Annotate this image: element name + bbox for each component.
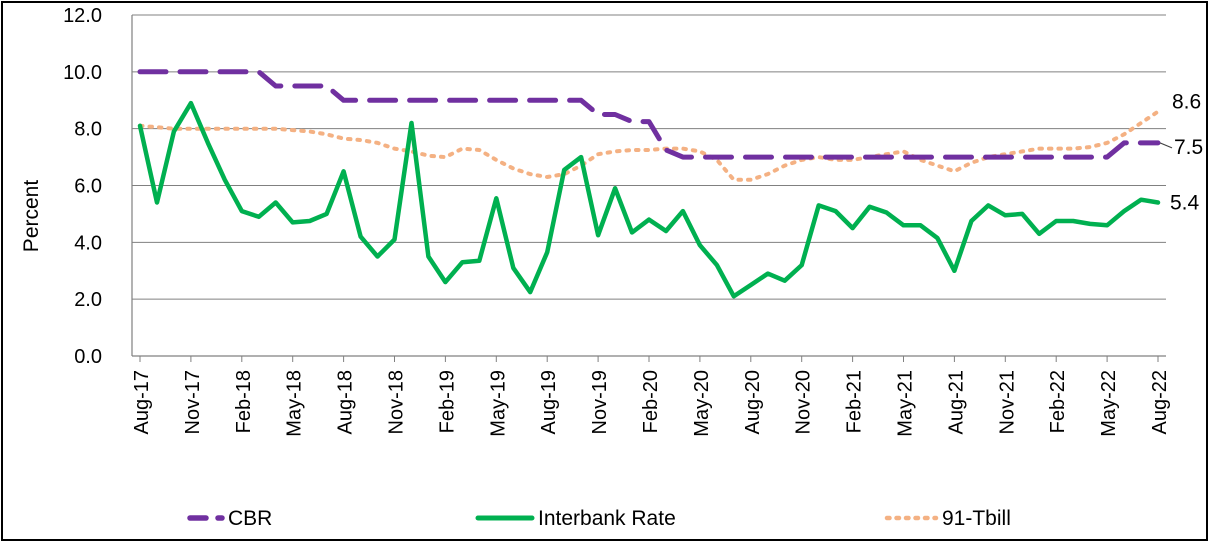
x-tick-label: Feb-20 [640,370,662,433]
x-tick-label: Nov-17 [182,370,204,434]
y-tick-label: 6.0 [74,176,102,198]
x-tick-label: May-22 [1098,370,1120,437]
series-line-interbank-rate [137,100,1161,299]
x-tick-label: Feb-22 [1047,370,1069,433]
legend: CBR Interbank Rate 91-Tbill [187,507,1011,530]
x-tick-label: Nov-18 [386,370,408,434]
x-tick-label: May-21 [895,370,917,437]
x-tick-label: Feb-18 [233,370,255,433]
x-tick-label: Nov-21 [996,370,1018,434]
y-tick-label: 8.0 [74,119,102,141]
annotation-label: 5.4 [1170,192,1200,215]
annotation-leader-line [1159,142,1173,149]
series-line-91-tbill [138,109,1160,182]
x-tick-label: Aug-17 [131,370,153,435]
y-tick-label: 12.0 [63,5,102,27]
x-tick-label: May-20 [691,370,713,437]
annotation-label: 8.6 [1172,91,1201,114]
x-axis-tick-labels: Aug-17 Nov-17 Feb-18 May-18 Aug-18 Nov-18 Feb-… [131,370,1171,437]
series-line-cbr [137,69,1161,160]
axes [131,15,1166,362]
x-tick-label: May-18 [284,370,306,437]
x-tick-label: Aug-21 [945,370,967,435]
y-tick-label: 10.0 [63,62,102,84]
x-tick-label: Aug-22 [1149,370,1171,435]
x-tick-label: Aug-20 [742,370,764,435]
x-tick-label: May-19 [487,370,509,437]
legend-label: 91-Tbill [942,507,1011,530]
y-tick-label: 4.0 [74,232,102,254]
annotation-label: 7.5 [1174,136,1203,159]
x-tick-label: Aug-19 [538,370,560,435]
x-tick-label: Aug-18 [335,370,357,435]
end-value-annotations: 8.6 7.5 5.4 [1159,91,1203,215]
x-tick-label: Feb-21 [844,370,866,433]
legend-label: Interbank Rate [538,507,676,530]
y-axis-label: Percent [20,180,43,253]
y-axis-tick-labels: 0.0 2.0 4.0 6.0 8.0 10.0 12.0 [63,5,102,368]
legend-label: CBR [228,507,272,530]
y-tick-label: 2.0 [74,289,102,311]
y-tick-label: 0.0 [74,346,102,368]
gridlines [132,14,1166,300]
series-lines [137,69,1161,299]
x-tick-label: Nov-19 [589,370,611,434]
x-tick-label: Nov-20 [793,370,815,434]
x-tick-label: Feb-19 [436,370,458,433]
